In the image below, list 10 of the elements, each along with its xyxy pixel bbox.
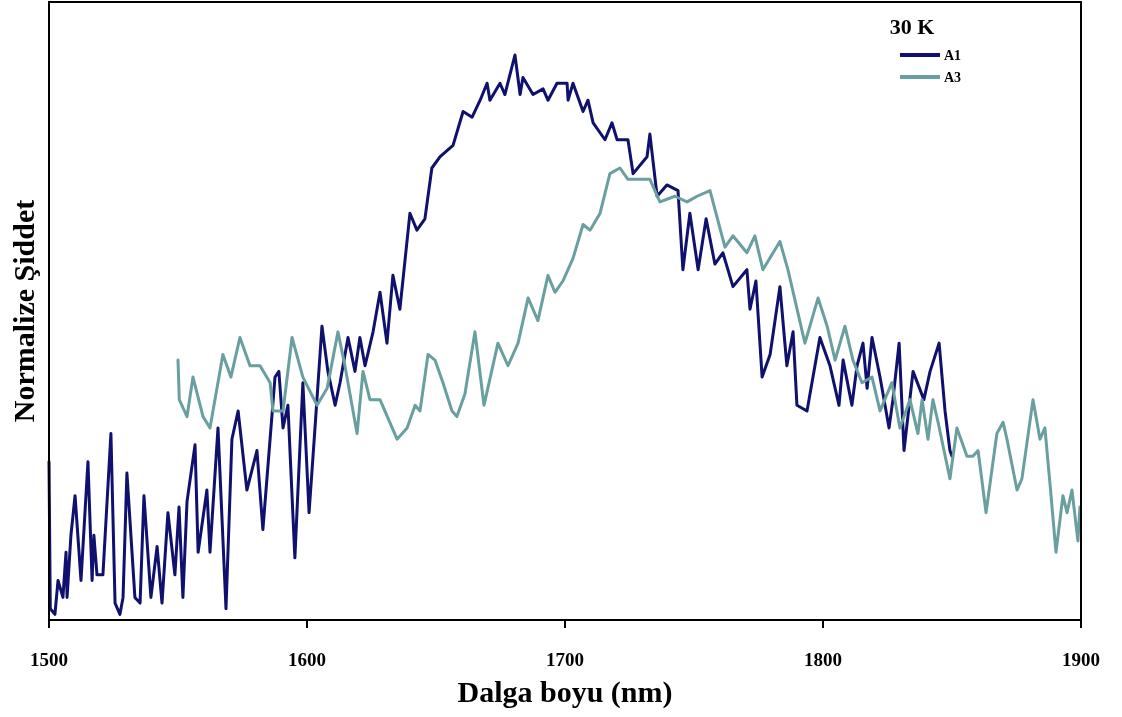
x-tick-label: 1700: [546, 649, 584, 670]
x-axis-title: Dalga boyu (nm): [457, 675, 673, 709]
legend-label: A1: [944, 47, 962, 63]
x-tick-label: 1900: [1062, 649, 1100, 670]
legend-label: A3: [944, 69, 962, 85]
x-tick-label: 1600: [288, 649, 326, 670]
x-tick-label: 1800: [804, 649, 842, 670]
y-axis-title: Normalize Şiddet: [7, 199, 40, 423]
x-tick-label: 1500: [30, 649, 68, 670]
legend-title: 30 K: [889, 14, 935, 39]
